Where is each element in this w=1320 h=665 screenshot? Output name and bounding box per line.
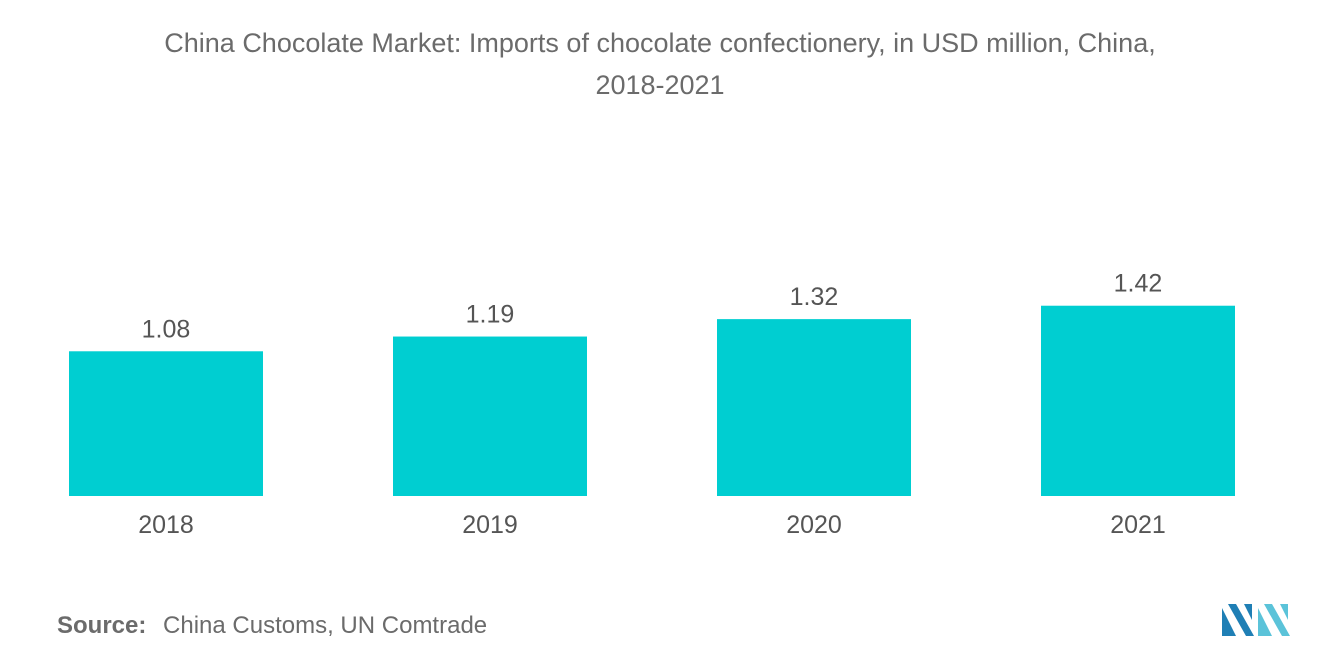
chart-title: China Chocolate Market: Imports of choco… xyxy=(0,22,1320,106)
bars-layer xyxy=(69,305,1235,496)
bar-2020 xyxy=(717,319,911,496)
data-label-2020: 1.32 xyxy=(790,283,839,311)
x-tick-label-2019: 2019 xyxy=(462,511,518,539)
chart-title-line-2: 2018-2021 xyxy=(595,70,725,100)
data-label-2019: 1.19 xyxy=(466,301,515,329)
x-tick-label-2021: 2021 xyxy=(1110,511,1166,539)
value-labels-layer: 1.08 1.19 1.32 1.42 xyxy=(142,270,1163,344)
data-label-2021: 1.42 xyxy=(1114,270,1163,298)
source-note: Source: China Customs, UN Comtrade xyxy=(57,612,487,640)
mordor-intelligence-logo-icon xyxy=(1222,604,1290,636)
x-tick-label-2020: 2020 xyxy=(786,511,842,539)
bar-2019 xyxy=(393,336,587,496)
source-text: China Customs, UN Comtrade xyxy=(163,612,488,639)
source-label: Source: xyxy=(57,612,147,639)
bar-2021 xyxy=(1041,305,1235,496)
chart-title-line-1: China Chocolate Market: Imports of choco… xyxy=(164,28,1156,58)
x-tick-labels-layer: 2018 2019 2020 2021 xyxy=(138,511,1166,539)
bar-2018 xyxy=(69,351,263,496)
x-tick-label-2018: 2018 xyxy=(138,511,194,539)
data-label-2018: 1.08 xyxy=(142,315,191,343)
